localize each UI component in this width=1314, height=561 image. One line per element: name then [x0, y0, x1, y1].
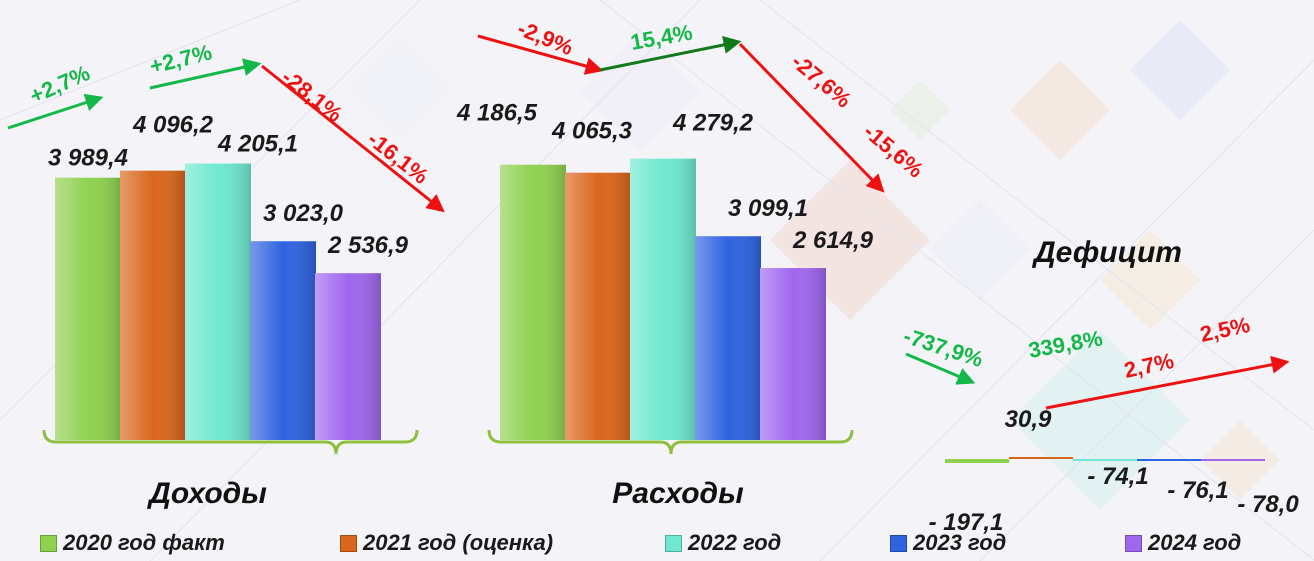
change-arrow-deficit-2 — [1045, 355, 1290, 410]
bar-deficit-2 — [1009, 457, 1073, 459]
legend-swatch-4 — [890, 534, 907, 552]
bar-deficit-3 — [1073, 459, 1137, 461]
bar-income-3-shade — [185, 163, 251, 440]
change-label-income-1: +2,7% — [26, 60, 94, 108]
bar-expenses-1-shade — [500, 164, 566, 441]
legend-swatch-5 — [1125, 534, 1142, 552]
legend-swatch-2 — [340, 534, 357, 552]
change-label-income-4: -16,1% — [363, 126, 433, 189]
group-bracket-expenses — [487, 429, 854, 455]
legend-label-4: 2023 год — [913, 530, 1007, 555]
bar-income-1-shade — [55, 177, 121, 440]
group-label-expenses: Расходы — [612, 477, 744, 510]
value-label-deficit-4: - 76,1 — [1167, 477, 1228, 504]
bar-expenses-3-shade — [630, 158, 696, 441]
value-label-income-3: 4 205,1 — [217, 131, 298, 158]
value-label-deficit-1: - 197,1 — [929, 509, 1004, 536]
legend-label-3: 2022 год — [688, 530, 782, 555]
value-label-deficit-2: 30,9 — [1005, 406, 1052, 433]
legend-label-2: 2021 год (оценка) — [363, 530, 554, 555]
change-arrow-expenses-2 — [599, 36, 742, 72]
value-label-income-1: 3 989,4 — [48, 145, 128, 172]
bar-deficit-1 — [945, 459, 1009, 463]
value-label-income-4: 3 023,0 — [263, 200, 344, 227]
legend-item-1: 2020 год факт — [40, 530, 225, 556]
legend-item-3: 2022 год — [665, 530, 781, 556]
bar-expenses-2-shade — [565, 172, 631, 440]
legend-item-4: 2023 год — [890, 530, 1006, 556]
legend-swatch-3 — [665, 534, 682, 552]
change-label-deficit-3: 2,7% — [1122, 348, 1176, 383]
legend-label-5: 2024 год — [1148, 530, 1242, 555]
change-label-deficit-1: -737,9% — [900, 323, 986, 372]
group-bracket-income — [42, 429, 419, 455]
change-arrow-income-3 — [261, 64, 445, 213]
value-label-expenses-2: 4 065,3 — [551, 118, 633, 145]
value-label-deficit-5: - 78,0 — [1237, 491, 1299, 518]
bar-expenses-5-shade — [760, 268, 826, 440]
legend-label-1: 2020 год факт — [63, 530, 225, 555]
change-label-expenses-2: 15,4% — [629, 19, 695, 54]
value-label-expenses-3: 4 279,2 — [672, 110, 754, 137]
value-label-income-2: 4 096,2 — [132, 112, 214, 139]
value-label-expenses-4: 3 099,1 — [728, 195, 808, 222]
change-label-deficit-2: 339,8% — [1027, 325, 1105, 363]
change-label-income-3: -28,1% — [277, 64, 347, 127]
bar-income-4-shade — [250, 241, 316, 440]
value-label-expenses-1: 4 186,5 — [456, 100, 538, 127]
bar-deficit-5 — [1201, 459, 1265, 461]
bar-deficit-4 — [1137, 459, 1201, 461]
group-label-income: Доходы — [146, 477, 267, 510]
change-arrow-income-1 — [7, 93, 104, 130]
change-arrow-expenses-1 — [477, 34, 604, 75]
change-arrow-expenses-3 — [738, 42, 885, 193]
change-label-deficit-4: 2,5% — [1198, 312, 1252, 347]
bar-expenses-4-shade — [695, 236, 761, 440]
change-label-income-2: +2,7% — [147, 39, 214, 78]
group-label-deficit: Дефицит — [1031, 236, 1182, 269]
value-label-deficit-3: - 74,1 — [1087, 463, 1148, 490]
value-label-expenses-5: 2 614,9 — [792, 227, 874, 254]
legend-item-5: 2024 год — [1125, 530, 1241, 556]
change-arrow-deficit-1 — [905, 352, 976, 385]
legend: 2020 год факт 2021 год (оценка) 2022 год 20… — [40, 530, 1310, 560]
bar-income-5-shade — [315, 273, 381, 440]
bar-income-2-shade — [120, 170, 186, 440]
legend-item-2: 2021 год (оценка) — [340, 530, 553, 556]
change-arrow-income-2 — [149, 58, 262, 90]
change-label-expenses-4: -15,6% — [859, 119, 928, 183]
legend-swatch-1 — [40, 534, 57, 552]
value-label-income-5: 2 536,9 — [327, 232, 409, 259]
